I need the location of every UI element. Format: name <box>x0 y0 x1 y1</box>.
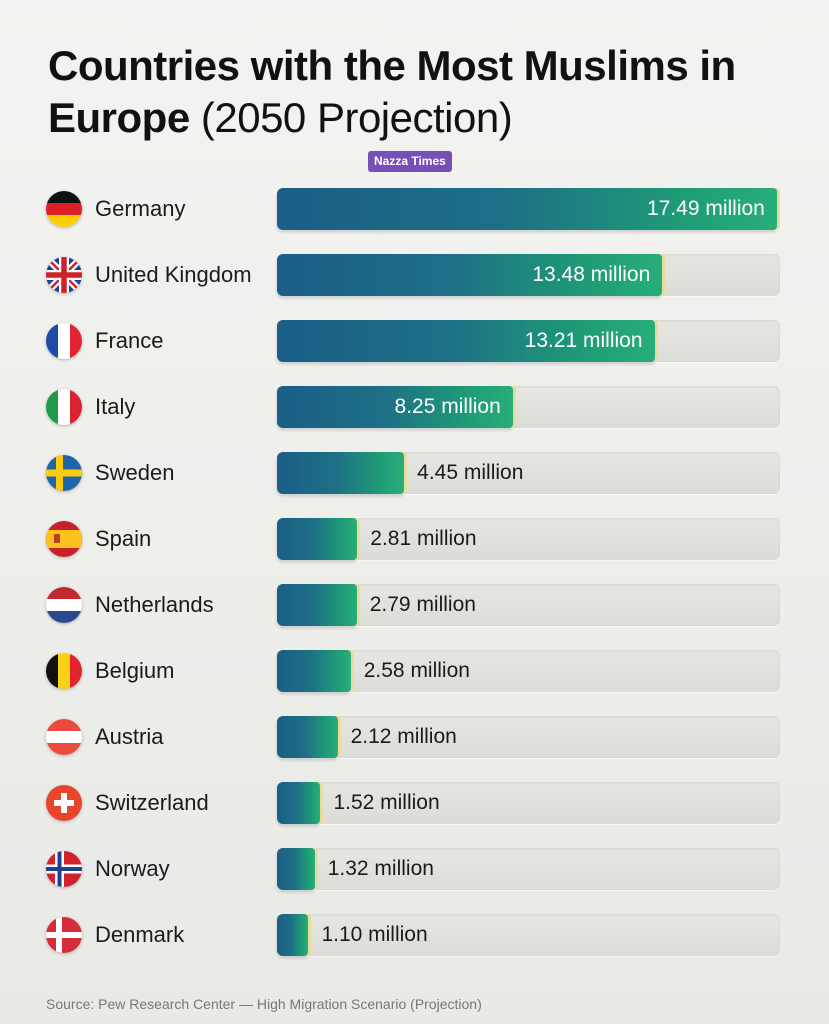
category-label: United Kingdom <box>95 262 252 287</box>
category-label: Netherlands <box>95 592 214 617</box>
bar-track: 2.81 million <box>277 518 780 560</box>
value-label: 1.10 million <box>321 923 428 946</box>
bar-row-spain: Spain 2.81 million <box>0 518 829 560</box>
bar-row-italy: Italy 8.25 million <box>0 386 829 428</box>
category-label: Denmark <box>95 922 185 947</box>
norway-flag-icon <box>46 851 82 887</box>
bar-row-sweden: Sweden 4.45 million <box>0 452 829 494</box>
bar-track: 13.48 million <box>277 254 780 296</box>
bar-germany <box>277 188 777 230</box>
bar-italy <box>277 386 513 428</box>
bar-track: 17.49 million <box>277 188 780 230</box>
value-label: 13.21 million <box>524 329 643 352</box>
category-label: France <box>95 328 164 353</box>
bar-denmark <box>277 914 309 956</box>
bar-belgium <box>277 650 351 692</box>
belgium-flag-icon <box>46 653 82 689</box>
source-note: Source: Pew Research Center — High Migra… <box>46 996 482 1012</box>
chart-title: Countries with the Most Muslims in Europ… <box>48 40 808 144</box>
bar-row-netherlands: Netherlands 2.79 million <box>0 584 829 626</box>
bar-austria <box>277 716 338 758</box>
bar-row-norway: Norway 1.32 million <box>0 848 829 890</box>
bar-united-kingdom <box>277 254 663 296</box>
sweden-flag-icon <box>46 455 82 491</box>
bar-row-switzerland: Switzerland 1.52 million <box>0 782 829 824</box>
bar-track: 13.21 million <box>277 320 780 362</box>
chart-title-main: Countries with the Most Muslims in Europ… <box>48 42 736 141</box>
value-label: 13.48 million <box>532 263 651 286</box>
bar-sweden <box>277 452 405 494</box>
category-label: Germany <box>95 196 186 221</box>
bar-track: 8.25 million <box>277 386 780 428</box>
bar-track: 4.45 million <box>277 452 780 494</box>
bar-track: 2.58 million <box>277 650 780 692</box>
bar-france <box>277 320 655 362</box>
bar-netherlands <box>277 584 357 626</box>
bar-spain <box>277 518 358 560</box>
category-label: Austria <box>95 724 164 749</box>
bar-track: 1.10 million <box>277 914 780 956</box>
germany-flag-icon <box>46 191 82 227</box>
value-label: 2.81 million <box>370 527 477 550</box>
value-label: 4.45 million <box>417 461 524 484</box>
bar-row-denmark: Denmark 1.10 million <box>0 914 829 956</box>
denmark-flag-icon <box>46 917 82 953</box>
france-flag-icon <box>46 323 82 359</box>
bar-track: 1.32 million <box>277 848 780 890</box>
bar-track: 2.79 million <box>277 584 780 626</box>
united-kingdom-flag-icon <box>46 257 82 293</box>
value-label: 1.32 million <box>327 857 434 880</box>
category-label: Norway <box>95 856 170 881</box>
value-label: 2.12 million <box>350 725 457 748</box>
value-label: 17.49 million <box>646 197 765 220</box>
bar-track: 2.12 million <box>277 716 780 758</box>
bar-switzerland <box>277 782 321 824</box>
chart-title-subtitle: (2050 Projection) <box>200 94 513 141</box>
value-label: 2.79 million <box>369 593 476 616</box>
value-label: 2.58 million <box>363 659 470 682</box>
category-label: Spain <box>95 526 152 551</box>
value-label: 1.52 million <box>333 791 440 814</box>
bar-row-belgium: Belgium 2.58 million <box>0 650 829 692</box>
value-label: 8.25 million <box>394 395 501 418</box>
category-label: Belgium <box>95 658 175 683</box>
austria-flag-icon <box>46 719 82 755</box>
netherlands-flag-icon <box>46 587 82 623</box>
bar-row-austria: Austria 2.12 million <box>0 716 829 758</box>
bar-row-france: France 13.21 million <box>0 320 829 362</box>
bar-row-germany: Germany 17.49 million <box>0 188 829 230</box>
bar-row-united-kingdom: United Kingdom 13.48 million <box>0 254 829 296</box>
bar-norway <box>277 848 315 890</box>
spain-flag-icon <box>46 521 82 557</box>
category-label: Sweden <box>95 460 175 485</box>
publisher-badge: Nazza Times <box>368 151 452 172</box>
bar-track: 1.52 million <box>277 782 780 824</box>
category-label: Italy <box>95 394 136 419</box>
switzerland-flag-icon <box>46 785 82 821</box>
category-label: Switzerland <box>95 790 209 815</box>
italy-flag-icon <box>46 389 82 425</box>
